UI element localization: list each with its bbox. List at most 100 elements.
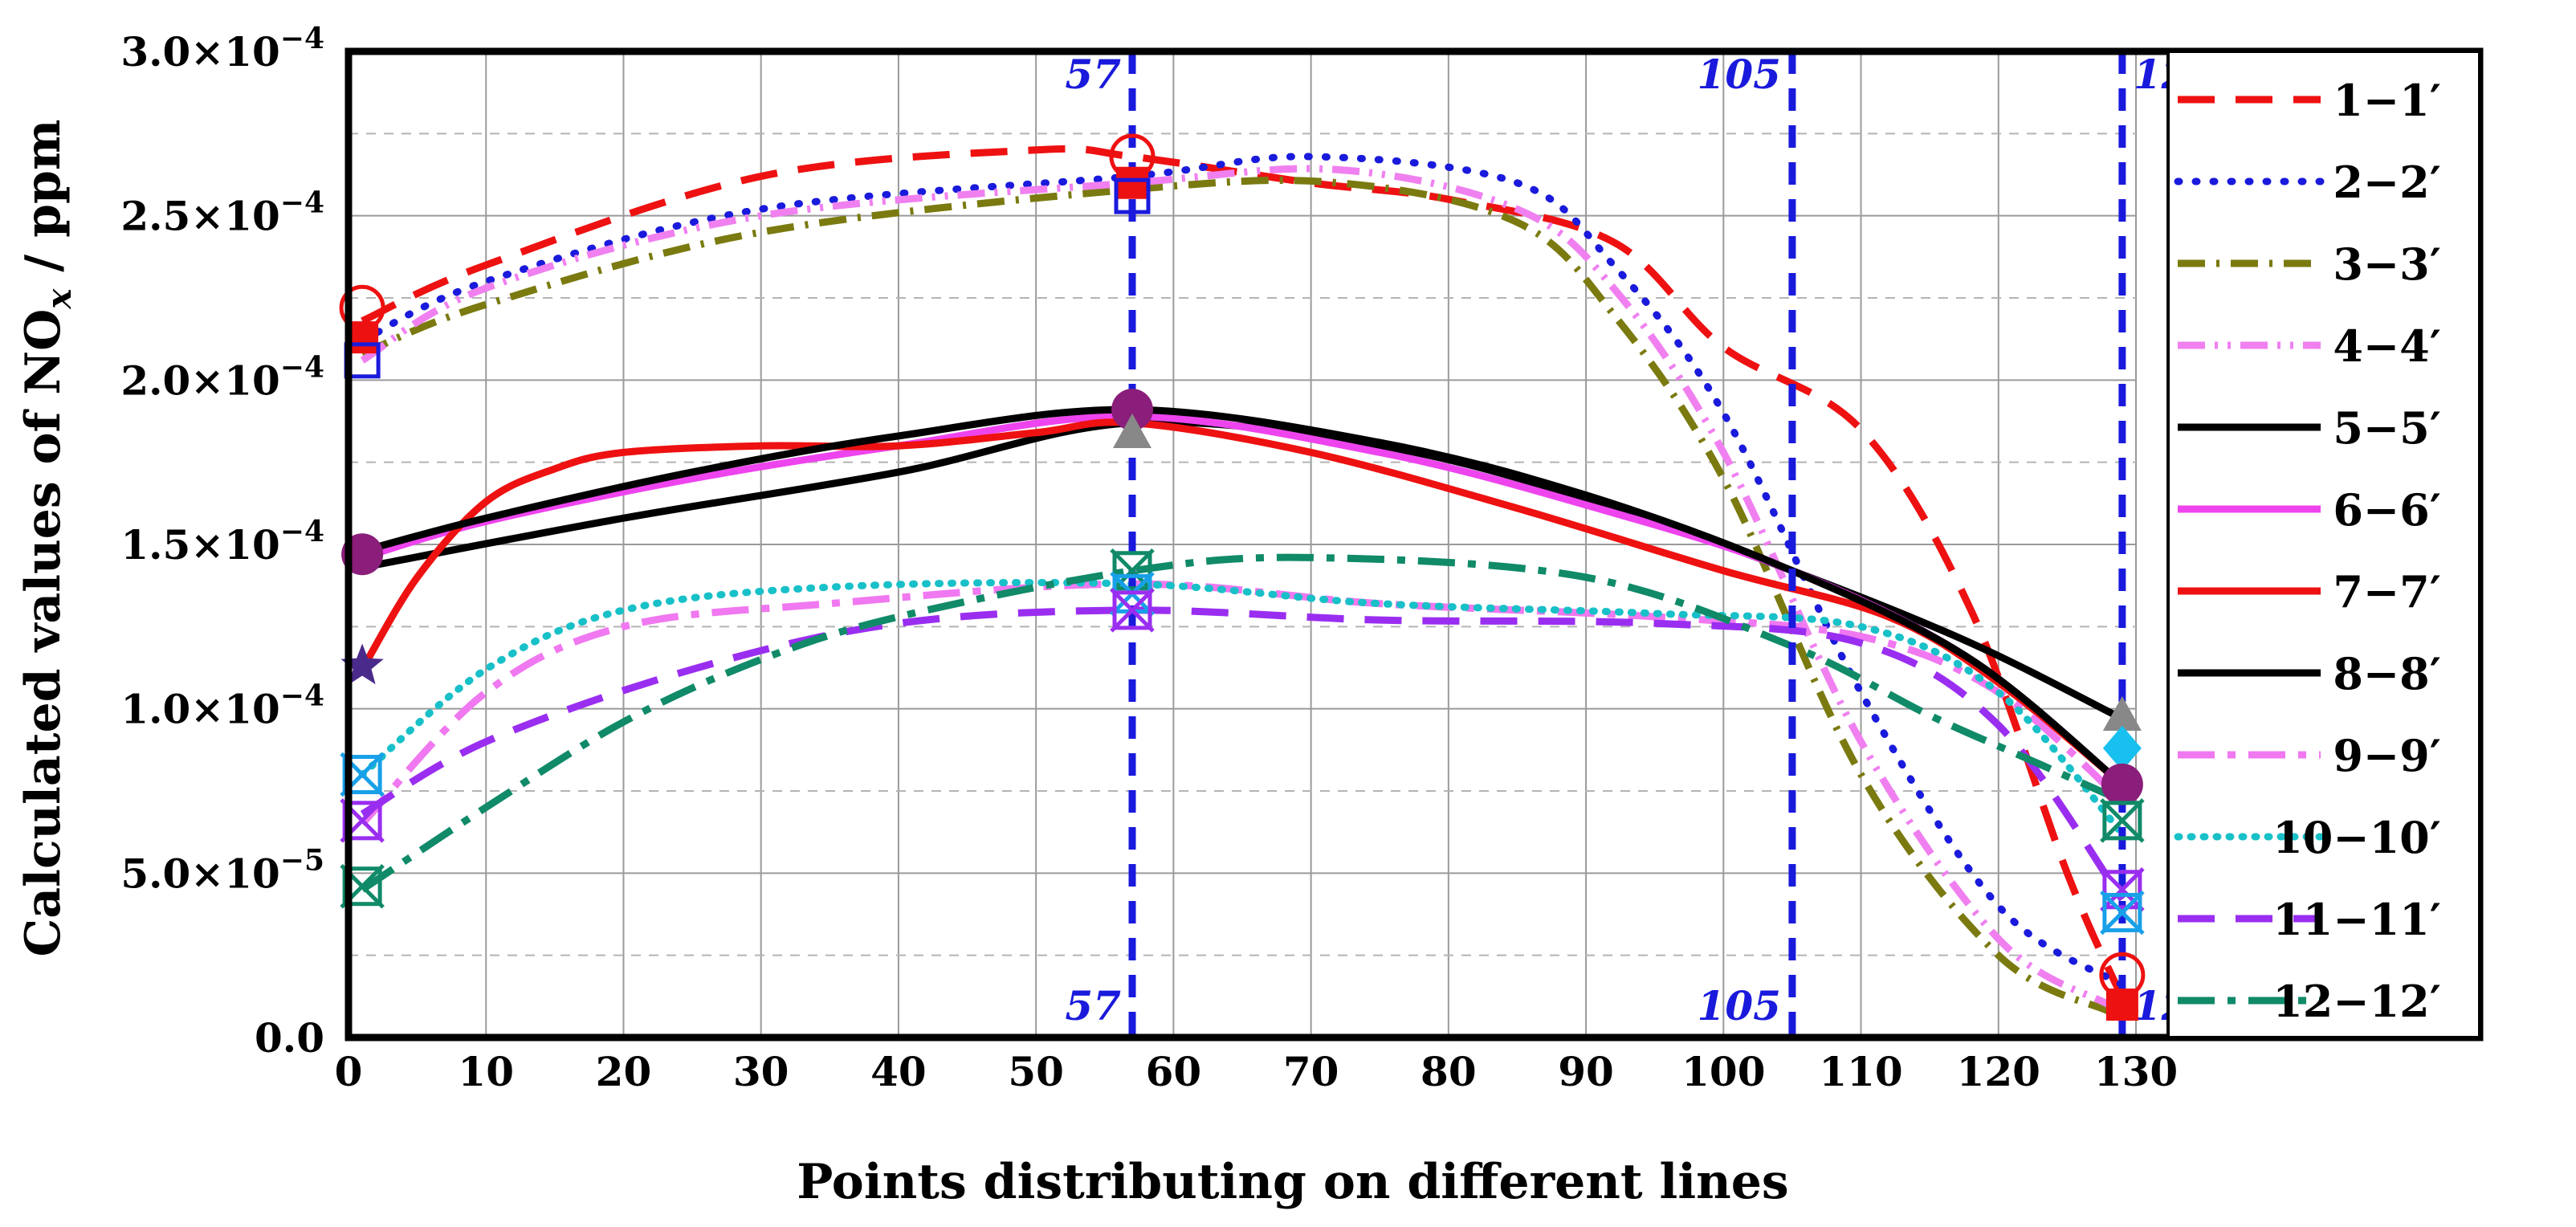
x-tick-label: 30 <box>733 1048 789 1095</box>
vertical-line-label-bottom: 105 <box>1698 982 1781 1029</box>
x-tick-label: 70 <box>1283 1048 1339 1095</box>
x-axis-title: Points distributing on different lines <box>797 1154 1788 1210</box>
series-line-11 <box>360 606 2126 902</box>
y-axis-title-prefix: Calculated values of NO <box>15 309 71 957</box>
y-tick-mantissa: 1.0×10 <box>120 686 279 733</box>
series-line-3 <box>361 177 2110 1015</box>
legend-label: 6−6′ <box>2333 484 2441 536</box>
legend-label: 2−2′ <box>2333 157 2441 208</box>
marker-circle <box>1111 389 1154 431</box>
marker-x-box-frame <box>342 755 382 795</box>
marker-x-box-frame <box>342 866 382 907</box>
x-tick-label: 60 <box>1146 1048 1202 1095</box>
y-tick-label: 5.0×10−5 <box>120 843 324 897</box>
y-tick-exponent: −5 <box>280 843 324 877</box>
y-tick-exponent: −4 <box>280 515 324 548</box>
marker-star <box>340 643 384 685</box>
marker-x-box <box>2100 867 2145 912</box>
legend-label: 1−1′ <box>2333 75 2441 126</box>
marker-x-box-stroke <box>1110 548 1155 593</box>
marker-x-box-frame <box>2102 801 2142 841</box>
y-tick-mantissa: 3.0×10 <box>120 28 279 75</box>
legend-label: 8−8′ <box>2333 648 2441 699</box>
y-tick-label: 1.5×10−4 <box>120 515 324 569</box>
marker-x-box-stroke <box>1110 588 1155 633</box>
vertical-line-label-bottom: 57 <box>1065 982 1121 1029</box>
y-tick-exponent: −4 <box>280 22 324 55</box>
marker-x-box-frame <box>2102 892 2142 932</box>
legend-label: 4−4′ <box>2333 320 2441 372</box>
series-line-9 <box>359 580 2125 827</box>
y-axis-title-suffix: / ppm <box>15 120 71 289</box>
vertical-line-label-top: 105 <box>1698 51 1781 98</box>
marker-circle <box>2101 763 2143 805</box>
series-lines <box>358 145 2126 1015</box>
y-tick-label: 2.5×10−4 <box>120 186 324 240</box>
series-line-7 <box>359 418 2125 788</box>
data-markers <box>339 133 2146 1021</box>
marker-x-box-frame <box>2102 870 2142 910</box>
series-line-10 <box>358 578 2126 838</box>
x-tick-label: 0 <box>335 1048 363 1095</box>
marker-x-box-frame <box>1112 590 1152 630</box>
y-tick-label: 3.0×10−4 <box>120 22 324 75</box>
legend-label: 10−10′ <box>2272 812 2441 863</box>
marker-x-box <box>1110 548 1155 593</box>
marker-x-box-stroke <box>2100 798 2145 843</box>
legend-label: 5−5′ <box>2333 402 2441 454</box>
series-line-8 <box>361 406 2125 788</box>
x-tick-label: 130 <box>2094 1048 2178 1095</box>
y-tick-label: 2.0×10−4 <box>120 350 324 404</box>
x-tick-label: 120 <box>1957 1048 2040 1095</box>
marker-x-box-stroke <box>2100 867 2145 912</box>
legend-label: 12−12′ <box>2272 976 2441 1027</box>
marker-triangle <box>2102 695 2142 732</box>
y-tick-exponent: −4 <box>280 350 324 384</box>
marker-x-box-frame <box>342 801 382 841</box>
y-tick-labels: 0.05.0×10−51.0×10−41.5×10−42.0×10−42.5×1… <box>120 22 324 1062</box>
y-axis-title: Calculated values of NOx / ppm <box>15 120 79 957</box>
x-tick-label: 80 <box>1420 1048 1477 1095</box>
y-tick-mantissa: 0.0 <box>255 1014 324 1062</box>
x-tick-label: 100 <box>1681 1048 1765 1095</box>
x-tick-label: 40 <box>870 1048 927 1095</box>
marker-square <box>2105 989 2138 1021</box>
y-tick-label: 0.0 <box>255 1014 324 1062</box>
y-tick-label: 1.0×10−4 <box>120 679 324 733</box>
grid-lines <box>348 51 2137 1037</box>
y-tick-mantissa: 1.5×10 <box>120 521 279 569</box>
y-tick-mantissa: 2.0×10 <box>120 357 279 404</box>
series-line-1 <box>361 145 2126 1000</box>
x-tick-label: 20 <box>596 1048 652 1095</box>
vertical-line-label-top: 57 <box>1065 51 1121 98</box>
marker-diamond <box>2102 725 2142 771</box>
marker-x-box <box>2100 798 2145 843</box>
marker-square <box>1116 166 1149 199</box>
marker-triangle <box>1113 413 1152 449</box>
series-line-12 <box>360 553 2124 893</box>
series-line-2 <box>358 153 2126 989</box>
legend-label: 7−7′ <box>2333 566 2441 618</box>
y-tick-mantissa: 5.0×10 <box>120 850 279 897</box>
y-tick-exponent: −4 <box>280 679 324 713</box>
legend-label: 9−9′ <box>2333 730 2441 781</box>
x-tick-label: 110 <box>1819 1048 1902 1095</box>
legend-label: 11−11′ <box>2272 894 2441 945</box>
x-tick-labels: 0 10 20 30 40 50 60 70 80 90 100 110 120 130 <box>335 1048 2179 1095</box>
marker-x-box <box>2100 890 2145 936</box>
y-tick-mantissa: 2.5×10 <box>120 193 279 240</box>
legend-label: 3−3′ <box>2333 238 2441 290</box>
marker-x-box-frame <box>1112 551 1152 591</box>
legend: 1−1′ 2−2′ 3−3′ 4−4′ 5−5′ 6−6′ 7−7′ 8−8′ 9−9′ 10−1… <box>2166 50 2481 1039</box>
x-tick-label: 50 <box>1008 1048 1064 1095</box>
x-tick-label: 90 <box>1558 1048 1614 1095</box>
y-axis-title-sub: x <box>39 288 79 310</box>
marker-x-box <box>1110 588 1155 633</box>
marker-x-box-stroke <box>2100 890 2145 936</box>
series-line-5 <box>361 418 2124 722</box>
y-tick-exponent: −4 <box>280 186 324 220</box>
marker-square-open <box>1114 177 1151 214</box>
x-tick-label: 10 <box>458 1048 514 1095</box>
legend-box <box>2166 50 2481 1039</box>
